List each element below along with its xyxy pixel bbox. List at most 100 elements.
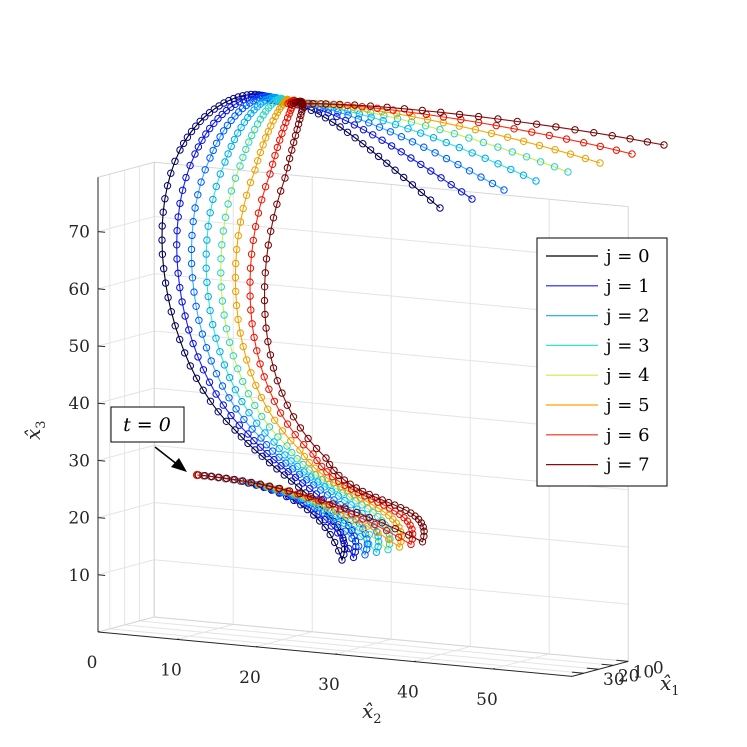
series-marker	[290, 138, 298, 147]
series-marker	[239, 342, 247, 351]
series-marker	[269, 364, 278, 372]
series-marker	[261, 429, 269, 437]
series-marker	[315, 497, 323, 505]
series-marker	[375, 538, 383, 546]
series-marker	[234, 129, 242, 137]
series-marker	[346, 480, 354, 488]
series-marker	[365, 513, 373, 522]
series-marker	[194, 143, 203, 151]
grid-line	[139, 620, 614, 666]
series-marker	[507, 165, 515, 174]
series-marker	[223, 121, 232, 130]
series-marker	[313, 456, 321, 465]
series-marker	[212, 182, 221, 191]
series-marker	[216, 170, 225, 178]
series-marker	[312, 444, 321, 453]
series-marker	[251, 222, 260, 231]
series-marker	[248, 425, 256, 433]
series-marker	[423, 115, 432, 124]
series-marker	[202, 264, 210, 272]
series-marker	[329, 118, 337, 126]
series-marker	[382, 526, 391, 535]
series-marker	[344, 111, 352, 119]
series-marker	[397, 148, 405, 156]
series-marker	[364, 505, 372, 513]
series-marker	[479, 138, 488, 147]
legend-label-6: j = 6	[604, 425, 650, 446]
series-marker	[519, 137, 528, 146]
series-marker	[395, 533, 403, 541]
series-marker	[351, 134, 359, 142]
series-marker	[331, 538, 339, 547]
series-marker	[240, 415, 248, 424]
series-marker	[202, 250, 210, 258]
series-marker	[297, 100, 306, 108]
series-marker	[477, 173, 485, 181]
series-marker	[465, 134, 473, 142]
series-marker	[487, 129, 496, 138]
legend-label-2: j = 2	[604, 306, 650, 327]
series-marker	[325, 460, 334, 469]
series-marker	[259, 111, 267, 119]
series-marker	[455, 143, 463, 152]
series-marker	[612, 146, 621, 154]
series-marker	[385, 535, 393, 544]
series-marker	[227, 187, 236, 195]
series-marker	[217, 255, 225, 263]
series-marker	[400, 173, 408, 182]
series-marker	[247, 369, 255, 377]
series-marker	[350, 121, 359, 129]
series-marker	[189, 217, 197, 226]
series-marker	[195, 316, 203, 324]
series-marker	[519, 171, 528, 179]
grid-line	[255, 631, 313, 648]
series-marker	[566, 150, 575, 158]
series-marker	[276, 136, 284, 144]
grid-line	[492, 653, 550, 670]
series-marker	[400, 105, 409, 113]
series-marker	[190, 288, 198, 296]
series-marker	[198, 136, 206, 145]
series-marker	[194, 353, 202, 361]
series-marker	[238, 92, 247, 100]
x2-tick-label: 40	[397, 683, 419, 703]
series-marker	[189, 339, 197, 348]
series-marker	[256, 443, 264, 451]
series-marker	[405, 531, 413, 539]
series-marker	[420, 143, 428, 151]
series-line	[176, 94, 473, 559]
series-marker	[183, 133, 192, 141]
series-marker	[261, 269, 269, 277]
series-marker	[244, 430, 252, 438]
series-marker	[198, 330, 207, 338]
x3-tick-label: 60	[68, 280, 90, 300]
series-marker	[178, 186, 187, 195]
series-marker	[250, 437, 258, 445]
series-marker	[314, 478, 322, 486]
series-marker	[447, 181, 455, 189]
series-marker	[343, 128, 352, 137]
series-marker	[262, 441, 271, 449]
series-marker	[234, 365, 242, 373]
series-marker	[369, 131, 377, 139]
legend-box	[536, 237, 668, 487]
series-marker	[222, 325, 231, 333]
series-marker	[163, 182, 172, 190]
x1-axis-line	[571, 660, 629, 677]
series-marker	[218, 110, 226, 119]
series-marker	[386, 128, 395, 136]
series-marker	[253, 419, 261, 427]
series-marker	[369, 509, 377, 517]
series-marker	[260, 283, 269, 291]
series-marker	[176, 199, 184, 208]
series-marker	[436, 125, 444, 134]
grid-line	[154, 502, 629, 548]
x1-tick	[571, 671, 584, 674]
series-marker	[312, 490, 321, 498]
series-marker	[316, 517, 324, 525]
legend-label-4: j = 4	[604, 365, 650, 386]
grid-line	[97, 444, 155, 461]
x1-tick-label: 10	[633, 662, 655, 682]
series-marker	[287, 437, 295, 445]
